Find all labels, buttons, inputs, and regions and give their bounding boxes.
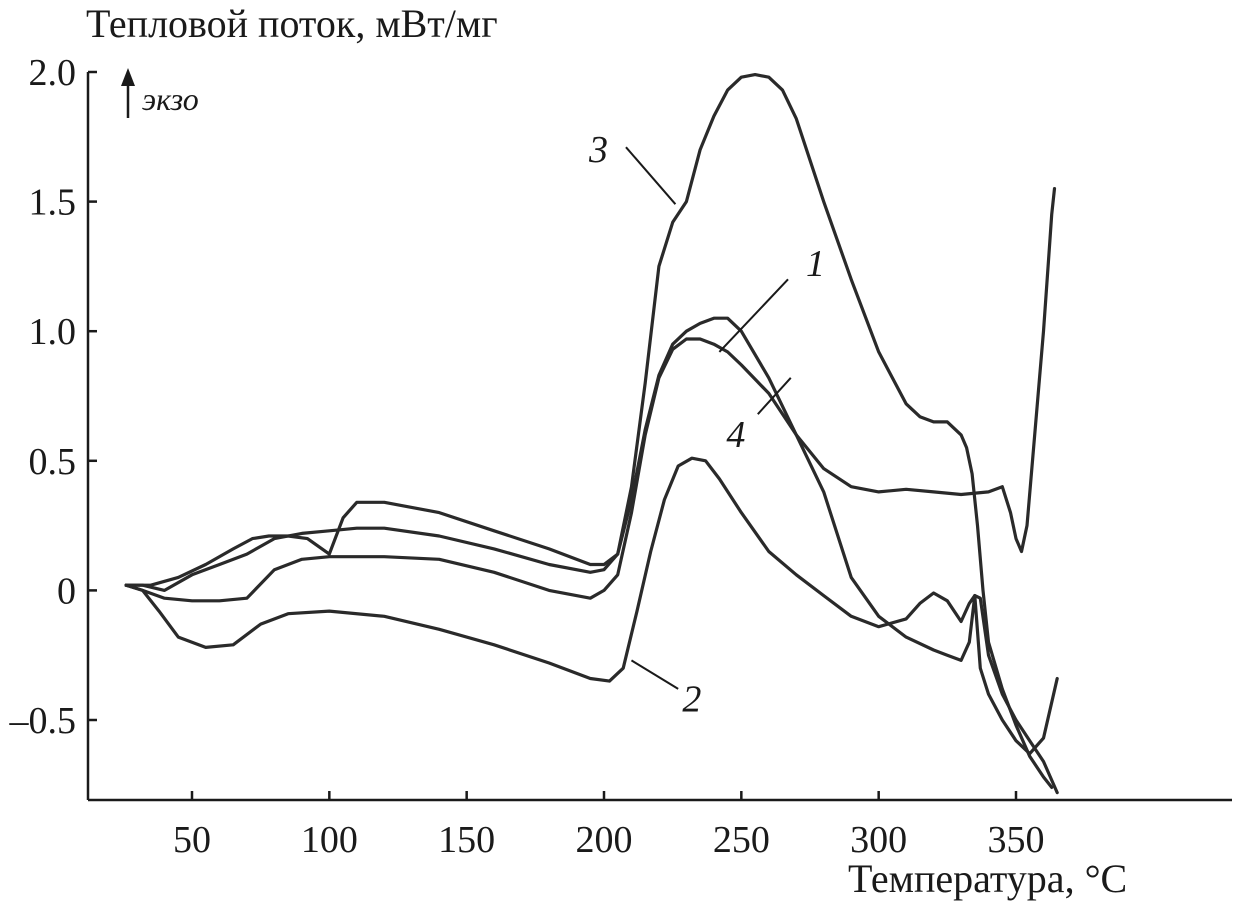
x-tick-label: 250 [713,819,770,861]
series-2-label: 2 [682,678,701,720]
series-2-line [124,456,1059,756]
exo-arrow-icon [121,68,135,118]
series-4-leader [757,377,792,415]
y-tick-label: 0 [57,570,76,612]
series-3-line [124,72,1054,790]
series-1-line [124,187,1057,593]
series-2-leader [630,659,679,690]
series-4-label: 4 [726,414,745,456]
x-tick-label: 200 [576,819,633,861]
series-3-label: 3 [588,129,608,171]
series-4-line [124,337,1059,795]
x-axis-title: Температура, °C [848,856,1128,901]
x-tick-label: 150 [438,819,495,861]
y-tick-label: 2.0 [29,52,77,94]
y-axis-title: Тепловой поток, мВт/мг [86,1,498,46]
series-3-leader [625,146,677,205]
y-tick-label: 1.0 [29,311,77,353]
x-tick-label: 300 [850,819,907,861]
y-tick-label: –0.5 [9,700,77,742]
exo-annotation: экзо [142,81,199,117]
x-tick-label: 350 [988,819,1045,861]
series-1-label: 1 [806,243,825,285]
x-tick-label: 50 [173,819,211,861]
y-tick-label: 0.5 [29,441,77,483]
y-tick-label: 1.5 [29,182,77,224]
x-tick-label: 100 [301,819,358,861]
series-1-leader [718,278,789,353]
